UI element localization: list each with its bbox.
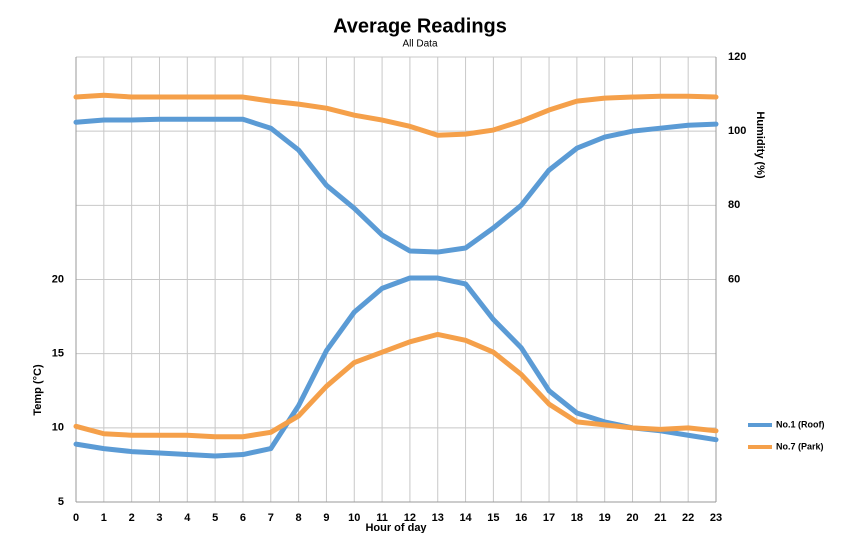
x-tick-label: 12 <box>404 512 416 524</box>
x-tick-label: 6 <box>240 512 246 524</box>
y2-tick-label: 60 <box>728 273 740 285</box>
x-tick-label: 14 <box>459 512 472 524</box>
x-tick-label: 8 <box>296 512 302 524</box>
x-tick-label: 20 <box>626 512 638 524</box>
x-tick-label: 2 <box>129 512 135 524</box>
legend-label: No.7 (Park) <box>776 441 824 451</box>
x-tick-label: 18 <box>571 512 583 524</box>
x-tick-label: 9 <box>323 512 329 524</box>
y-tick-label: 15 <box>52 348 64 360</box>
y-axis-label: Temp (°C) <box>32 364 44 416</box>
y2-tick-label: 100 <box>728 125 746 137</box>
x-tick-label: 21 <box>654 512 666 524</box>
x-tick-label: 13 <box>432 512 444 524</box>
x-tick-label: 11 <box>376 512 388 524</box>
x-tick-label: 17 <box>543 512 555 524</box>
x-tick-label: 0 <box>73 512 79 524</box>
y-tick-label: 5 <box>58 496 64 508</box>
x-tick-label: 3 <box>156 512 162 524</box>
x-tick-label: 19 <box>599 512 611 524</box>
x-tick-label: 5 <box>212 512 218 524</box>
y-tick-label: 10 <box>52 422 64 434</box>
series-line <box>73 331 719 440</box>
x-tick-label: 16 <box>515 512 527 524</box>
x-tick-label: 1 <box>101 512 107 524</box>
y2-tick-label: 120 <box>728 51 746 63</box>
series-line <box>73 92 719 138</box>
x-tick-label: 4 <box>184 512 191 524</box>
x-tick-label: 22 <box>682 512 694 524</box>
x-tick-label: 23 <box>710 512 722 524</box>
series-line <box>73 116 719 255</box>
y2-tick-label: 80 <box>728 199 740 211</box>
series-line <box>73 275 719 459</box>
chart-subtitle: All Data <box>402 39 437 50</box>
x-tick-label: 15 <box>487 512 499 524</box>
x-tick-label: 7 <box>268 512 274 524</box>
y2-axis-label: Humidity (%) <box>754 111 766 179</box>
chart-title: Average Readings <box>333 15 507 37</box>
legend-label: No.1 (Roof) <box>776 419 825 429</box>
x-tick-label: 10 <box>348 512 360 524</box>
y-tick-label: 20 <box>52 273 64 285</box>
x-axis-label: Hour of day <box>365 522 427 533</box>
